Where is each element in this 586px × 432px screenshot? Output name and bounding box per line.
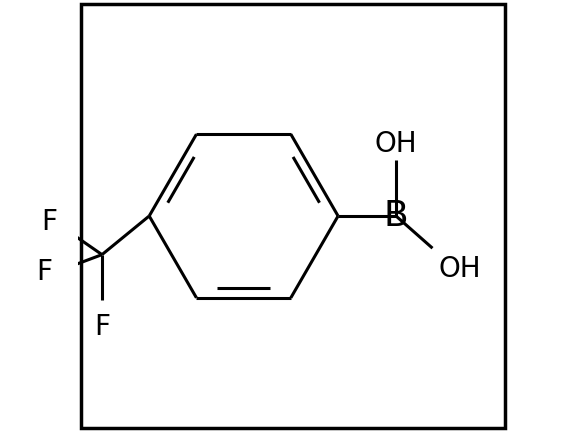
Text: OH: OH <box>439 254 482 283</box>
Text: B: B <box>384 199 408 233</box>
Text: F: F <box>94 313 110 340</box>
Text: F: F <box>41 208 57 236</box>
Text: OH: OH <box>374 130 417 158</box>
Text: F: F <box>37 258 53 286</box>
